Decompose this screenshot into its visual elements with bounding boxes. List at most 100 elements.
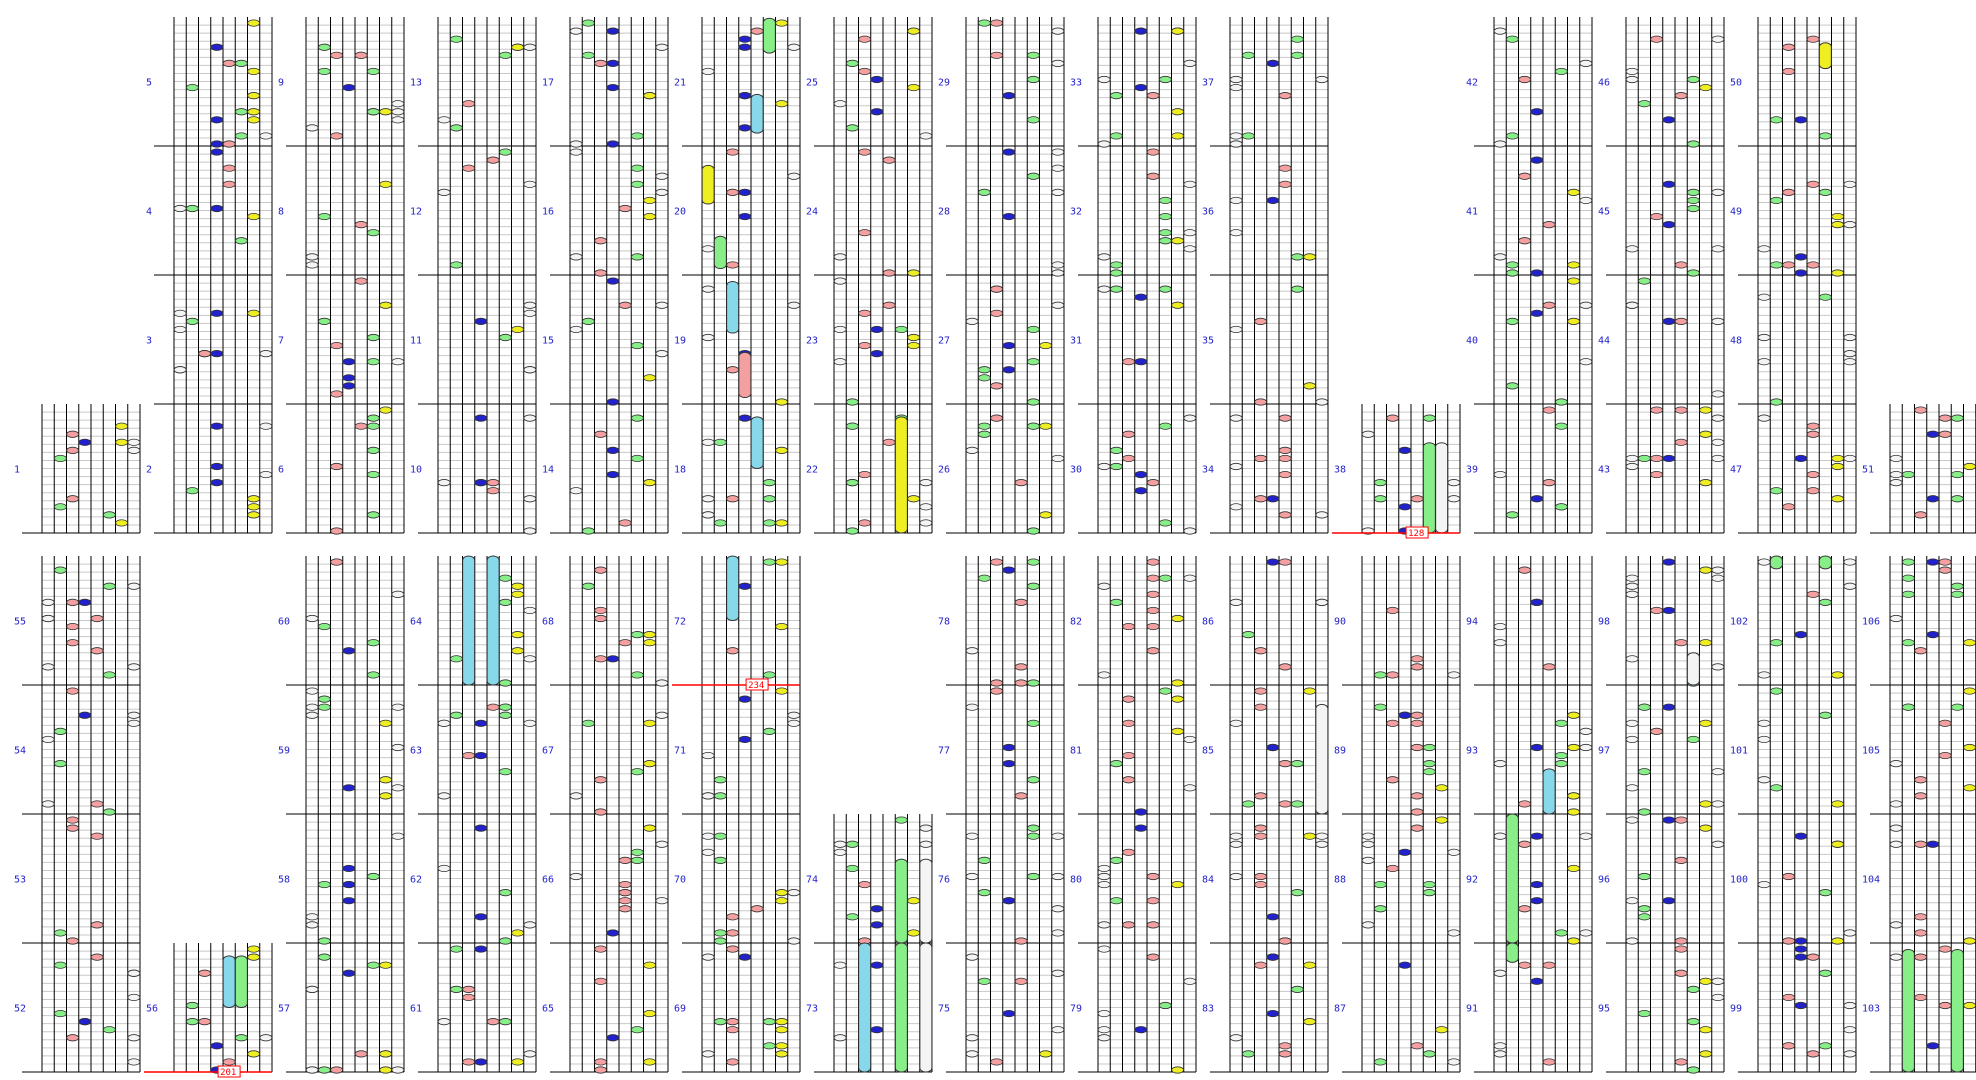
oval-note-icon [1938, 558, 1952, 566]
bpm-marker-label: 128 [1408, 529, 1424, 539]
oval-note-icon [474, 945, 488, 953]
oval-note-icon [1002, 1009, 1016, 1018]
long-note-icon [462, 555, 476, 686]
oval-note-icon [1447, 479, 1461, 487]
oval-note-icon [259, 132, 273, 140]
oval-note-icon [1769, 261, 1783, 269]
oval-note-icon [833, 840, 847, 848]
oval-note-icon [713, 519, 727, 527]
oval-note-icon [1637, 905, 1651, 913]
oval-note-icon [185, 83, 199, 92]
measure-2: 2 [146, 404, 273, 534]
measure-number: 38 [1334, 465, 1346, 476]
long-note-icon [726, 280, 740, 334]
oval-note-icon [1518, 840, 1532, 848]
oval-note-icon [127, 1058, 141, 1066]
measure-number: 104 [1862, 875, 1880, 886]
oval-note-icon [1662, 116, 1676, 124]
oval-note-icon [630, 671, 644, 679]
oval-note-icon [726, 261, 740, 269]
oval-note-icon [247, 945, 261, 953]
oval-note-icon [1122, 622, 1136, 631]
oval-note-icon [882, 301, 896, 309]
oval-note-icon [738, 582, 752, 590]
oval-note-icon [1889, 840, 1903, 848]
measure-31: 31 [1070, 275, 1197, 405]
measure-69: 69 [674, 943, 801, 1073]
oval-note-icon [775, 889, 789, 897]
measure-number: 98 [1598, 617, 1610, 628]
oval-note-icon [762, 519, 776, 527]
oval-note-icon [391, 100, 405, 108]
oval-note-icon [1109, 269, 1123, 277]
oval-note-icon [1158, 1001, 1172, 1010]
oval-note-icon [858, 229, 872, 237]
oval-note-icon [618, 897, 632, 905]
oval-note-icon [1026, 398, 1040, 406]
oval-note-icon [655, 172, 669, 180]
oval-note-icon [738, 414, 752, 422]
oval-note-icon [449, 261, 463, 269]
oval-note-icon [1493, 622, 1507, 631]
oval-note-icon [1711, 768, 1725, 776]
oval-note-icon [1014, 598, 1028, 606]
measure-number: 102 [1730, 617, 1748, 628]
oval-note-icon [1051, 969, 1065, 977]
oval-note-icon [643, 196, 657, 205]
oval-note-icon [1818, 132, 1832, 140]
oval-note-icon [511, 590, 525, 598]
oval-note-icon [1158, 285, 1172, 293]
oval-note-icon [1625, 937, 1639, 945]
measure-number: 12 [410, 207, 422, 218]
oval-note-icon [1554, 398, 1568, 406]
oval-note-icon [1625, 735, 1639, 744]
oval-note-icon [247, 495, 261, 503]
oval-note-icon [1926, 840, 1940, 848]
oval-note-icon [1674, 261, 1688, 269]
oval-note-icon [713, 792, 727, 800]
oval-note-icon [342, 358, 356, 366]
oval-note-icon [1122, 848, 1136, 856]
oval-note-icon [1782, 67, 1796, 76]
oval-note-icon [247, 67, 261, 76]
oval-note-icon [1386, 719, 1400, 727]
oval-note-icon [1373, 479, 1387, 487]
oval-note-icon [247, 116, 261, 124]
oval-note-icon [317, 317, 331, 325]
measure-100: 100 [1730, 814, 1857, 945]
measure-number: 62 [410, 875, 422, 886]
oval-note-icon [630, 856, 644, 864]
oval-note-icon [474, 317, 488, 325]
long-note-icon [486, 555, 500, 686]
oval-note-icon [762, 1018, 776, 1026]
oval-note-icon [1303, 687, 1317, 695]
oval-note-icon [1254, 703, 1268, 711]
oval-note-icon [1901, 703, 1915, 711]
oval-note-icon [210, 479, 224, 487]
measure-47: 47 [1730, 404, 1857, 534]
oval-note-icon [53, 1009, 67, 1018]
oval-note-icon [498, 598, 512, 606]
oval-note-icon [1579, 196, 1593, 205]
oval-note-icon [185, 487, 199, 495]
oval-note-icon [437, 864, 451, 873]
oval-note-icon [1637, 913, 1651, 921]
oval-note-icon [330, 51, 344, 59]
oval-note-icon [1950, 582, 1964, 590]
oval-note-icon [655, 679, 669, 687]
oval-note-icon [1914, 406, 1928, 414]
oval-note-icon [53, 961, 67, 969]
oval-note-icon [53, 727, 67, 735]
measure-number: 69 [674, 1004, 686, 1015]
oval-note-icon [1051, 832, 1065, 840]
oval-note-icon [701, 511, 715, 519]
oval-note-icon [1051, 872, 1065, 881]
measure-24: 24 [806, 146, 933, 277]
oval-note-icon [391, 743, 405, 752]
oval-note-icon [870, 921, 884, 929]
oval-note-icon [1711, 35, 1725, 43]
oval-note-icon [437, 792, 451, 800]
oval-note-icon [1254, 317, 1268, 325]
measure-78: 78 [938, 556, 1065, 687]
oval-note-icon [1002, 566, 1016, 574]
